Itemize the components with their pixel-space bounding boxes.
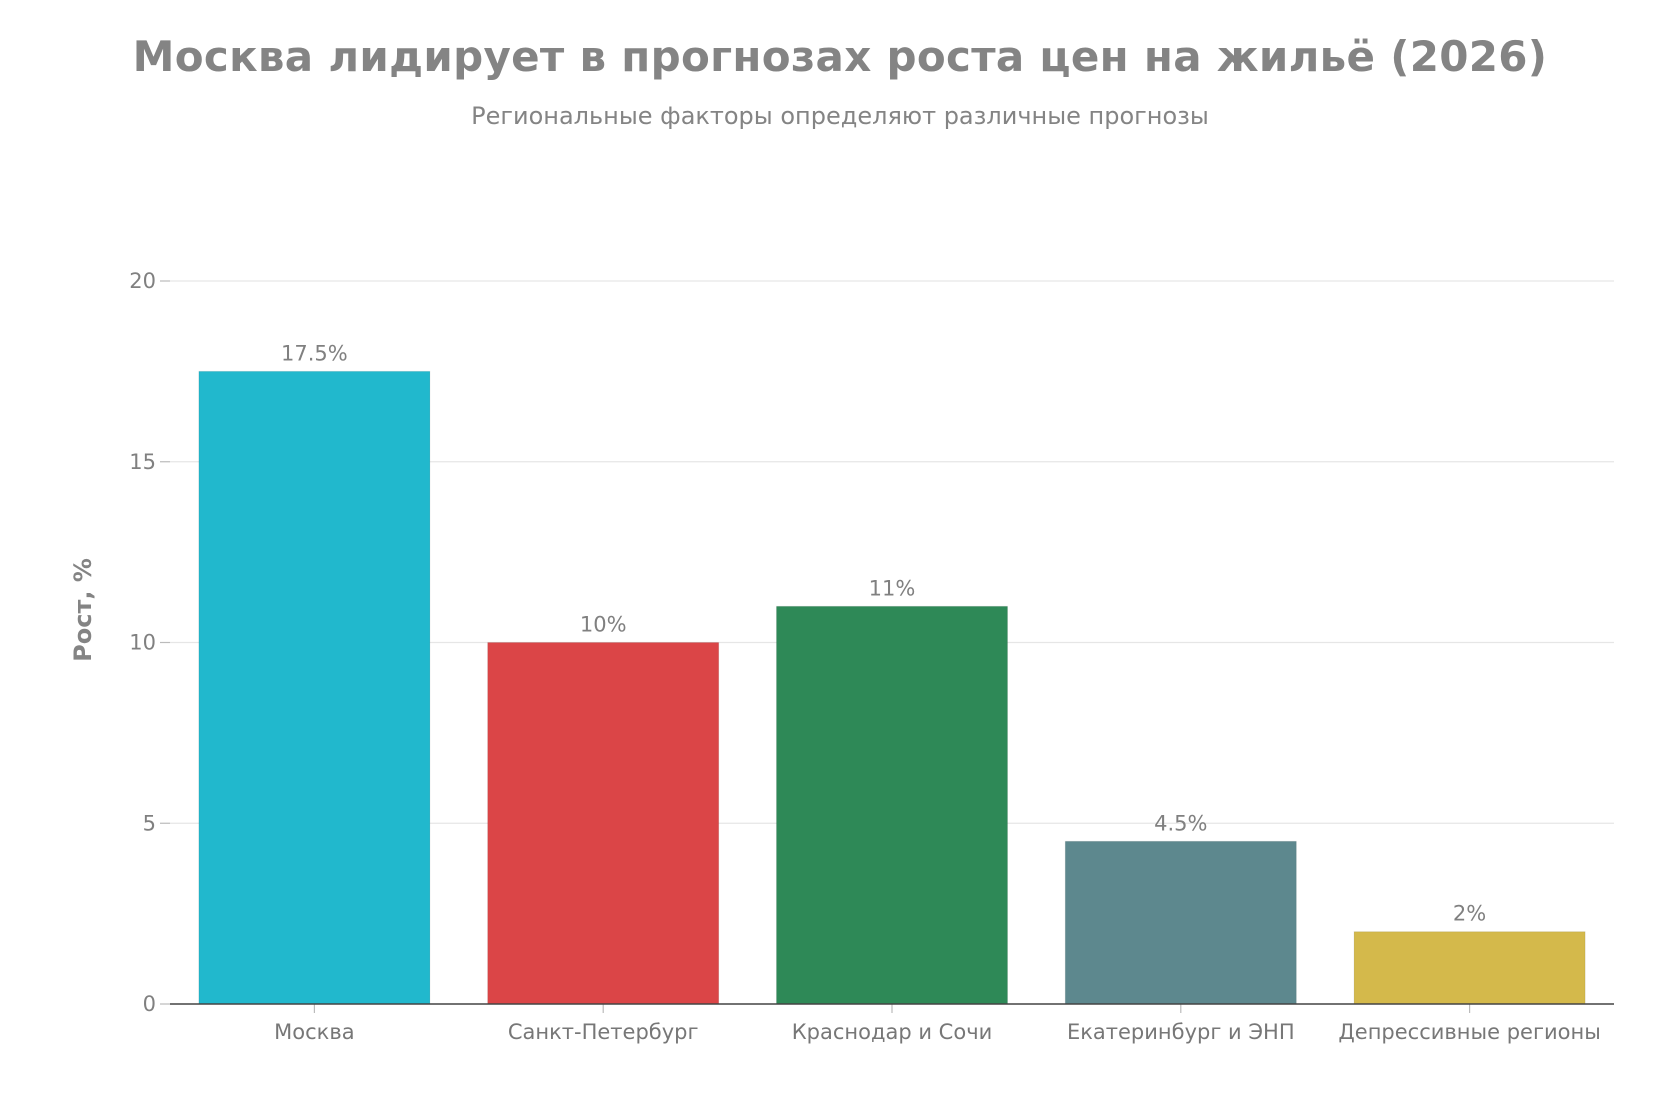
chart-title: Москва лидирует в прогнозах роста цен на… [132,32,1548,81]
bar [487,642,720,1005]
x-tick-label: Краснодар и Сочи [792,1020,993,1044]
y-tick-label: 10 [129,631,156,655]
x-tick-label: Екатеринбург и ЭНП [1067,1020,1295,1044]
axes [160,280,1614,1013]
y-tick-label: 15 [129,450,156,474]
bar [1064,840,1297,1005]
y-tick-label: 20 [129,269,156,293]
bar-value-label: 11% [869,576,916,600]
x-tick-label: Москва [274,1020,354,1044]
bar-value-label: 10% [580,613,627,637]
x-tick-label: Депрессивные регионы [1338,1020,1600,1044]
y-tick-label: 0 [143,992,156,1016]
bar [198,370,431,1005]
bar-value-label: 2% [1453,902,1486,926]
bar-value-label: 17.5% [281,341,348,365]
bar [775,605,1009,1005]
chart-subtitle: Региональные факторы определяют различны… [471,102,1209,130]
bars [198,370,1586,1005]
bar [1353,931,1586,1005]
x-tick-label: Санкт-Петербург [508,1020,699,1044]
bar-value-label: 4.5% [1154,811,1207,835]
y-tick-label: 5 [143,811,156,835]
y-axis-title: Рост, % [69,558,97,662]
labels: 0 5 10 15 20 17.5% Москва 10% Санкт-Петербург 11%… [129,269,1601,1044]
